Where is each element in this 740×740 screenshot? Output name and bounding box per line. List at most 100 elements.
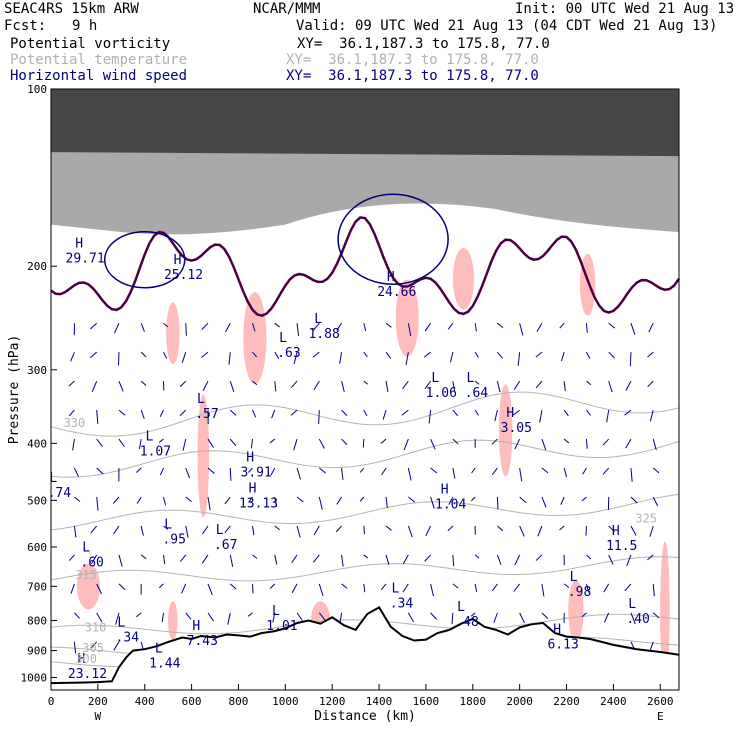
wind-vector <box>207 496 211 511</box>
extremum-mark: L <box>164 517 172 532</box>
wind-vector <box>72 438 75 451</box>
wind-vector <box>114 322 120 334</box>
wind-vector <box>519 467 523 482</box>
wind-vector <box>74 496 81 502</box>
wind-vector <box>252 554 258 559</box>
wind-vector <box>608 351 615 359</box>
wind-vector <box>560 352 565 361</box>
extremum-value: 6.13 <box>547 637 578 652</box>
y-tick-label: 200 <box>27 260 47 273</box>
wind-vector <box>585 323 588 333</box>
field-theta-name: Potential temperature <box>10 52 188 68</box>
wind-vector <box>91 380 98 392</box>
wind-vector <box>559 322 565 329</box>
wind-vector <box>318 583 324 596</box>
wind-vector <box>293 438 298 451</box>
wind-vector <box>247 467 253 473</box>
extremum-value: 24.66 <box>377 285 416 300</box>
pink-fill-region <box>168 601 178 640</box>
wind-vector <box>341 438 348 445</box>
wind-vector <box>625 380 632 391</box>
wind-vector <box>68 409 75 417</box>
theta-label: 315 <box>75 568 97 582</box>
wind-vector <box>136 467 142 473</box>
wind-vector <box>135 612 142 618</box>
wind-vector <box>491 467 498 475</box>
wind-vector <box>182 438 187 451</box>
wind-vector <box>629 352 632 367</box>
theta-label: 330 <box>64 416 86 430</box>
wind-vector <box>207 612 215 622</box>
wind-vector <box>252 525 255 536</box>
wind-vector <box>229 438 237 446</box>
wind-vector <box>630 323 636 335</box>
wind-vector <box>140 525 144 536</box>
wind-vector <box>201 351 209 358</box>
extremum-value: 25.12 <box>164 268 203 283</box>
wind-vector <box>247 612 253 617</box>
wind-vector <box>363 380 369 385</box>
wind-vector <box>449 352 454 363</box>
extremum-mark: L <box>82 540 90 555</box>
extremum-mark: L <box>49 471 57 486</box>
extremum-value: 11.5 <box>606 539 637 554</box>
wind-vector <box>313 554 320 563</box>
extremum-mark: L <box>117 615 125 630</box>
wind-vector <box>470 496 476 502</box>
wind-vector <box>335 525 342 533</box>
wind-vector <box>385 525 392 531</box>
wind-vector <box>202 380 209 392</box>
wind-vector <box>563 583 570 589</box>
extremum-value: 1.88 <box>308 327 339 342</box>
pink-fill-region <box>243 291 267 385</box>
extremum-value: 13.13 <box>239 496 278 511</box>
wind-vector <box>341 467 344 480</box>
wind-speed-contour <box>103 230 186 289</box>
wind-vector <box>185 525 189 538</box>
wind-vector <box>224 525 231 534</box>
wind-vector <box>559 525 565 531</box>
wind-vector <box>496 381 501 393</box>
wind-vector <box>586 409 591 416</box>
org-name: NCAR/MMM <box>253 1 321 17</box>
wind-vector <box>252 409 257 418</box>
wind-vector <box>452 409 459 417</box>
extremum-mark: H <box>78 652 86 667</box>
wind-vector <box>452 583 459 589</box>
wind-vector <box>181 352 187 363</box>
y-tick-label: 800 <box>27 614 47 627</box>
wind-vector <box>541 583 545 597</box>
x-tick-label: 2600 <box>647 695 674 708</box>
pink-fill-region <box>568 579 584 642</box>
extremum-value: 7.43 <box>187 634 218 649</box>
wind-vector <box>313 525 320 536</box>
wind-speed-contour <box>337 193 449 285</box>
wind-vector <box>270 467 276 476</box>
wind-vector <box>318 410 320 424</box>
wind-vector <box>73 467 79 477</box>
extremum-value: 1.06 <box>426 386 457 401</box>
wind-vector <box>405 352 409 366</box>
wind-vector <box>112 496 120 504</box>
wind-vector <box>90 525 98 534</box>
wind-vector <box>363 409 368 417</box>
init-time: Init: 00 UTC Wed 21 Aug 13 <box>515 1 735 17</box>
theta-isoline <box>50 391 680 437</box>
theta-label: 305 <box>82 641 104 655</box>
wind-vector <box>519 525 525 537</box>
extremum-mark: L <box>197 392 205 407</box>
wind-vector <box>158 438 164 443</box>
wind-vector <box>424 380 432 390</box>
wind-vector <box>474 351 479 358</box>
wind-vector <box>608 554 614 565</box>
x-end-label-west: W <box>95 710 102 723</box>
extremum-mark: H <box>506 406 514 421</box>
extremum-value: 29.71 <box>66 252 105 267</box>
wind-vector <box>517 352 521 366</box>
wind-vector <box>541 467 549 474</box>
wind-vector <box>647 554 654 561</box>
wind-vector <box>113 641 120 651</box>
wind-vector <box>269 583 276 589</box>
wind-vector <box>380 438 387 444</box>
wind-vector <box>363 525 366 535</box>
